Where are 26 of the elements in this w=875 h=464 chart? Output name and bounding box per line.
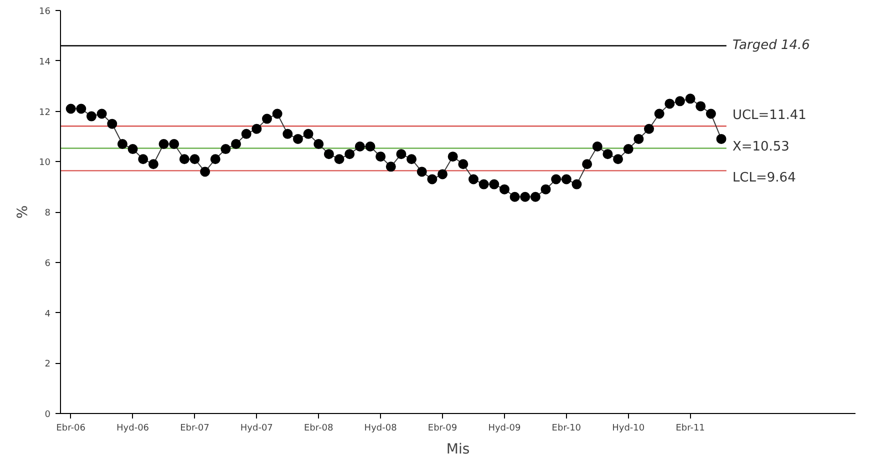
x-tick-label: Ebr-10 (552, 424, 582, 434)
y-tick-label: 6 (44, 258, 51, 269)
x-tick-label: Hyd-07 (240, 424, 273, 434)
ref-line-label: UCL=11.41 (732, 108, 806, 124)
ref-line-label: LCL=9.64 (732, 170, 796, 186)
x-tick-label: Hyd-09 (488, 424, 521, 434)
y-tick-label: 4 (44, 309, 51, 320)
y-tick-label: 2 (44, 360, 51, 370)
x-tick-label: Ebr-11 (676, 424, 705, 434)
x-tick-label: Ebr-07 (180, 424, 210, 434)
y-tick-label: 16 (39, 7, 51, 17)
x-tick-label: Ebr-06 (56, 424, 86, 434)
y-tick-label: 14 (39, 57, 51, 68)
x-tick-label: Ebr-08 (304, 424, 334, 434)
x-tick-label: Hyd-10 (612, 424, 645, 434)
y-tick-label: 8 (44, 208, 51, 218)
y-tick-label: 12 (39, 108, 50, 118)
x-tick-label: Hyd-08 (364, 424, 398, 434)
x-tick-label: Hyd-06 (116, 424, 150, 434)
y-axis-title: % (15, 205, 32, 219)
ref-line-label: X=10.53 (732, 139, 790, 154)
y-tick-label: 10 (39, 158, 51, 168)
y-tick-label: 0 (44, 410, 51, 420)
x-axis-title: Mis (446, 442, 470, 458)
x-tick-label: Ebr-09 (428, 424, 458, 434)
ref-line-label: Targed 14.6 (732, 38, 810, 53)
